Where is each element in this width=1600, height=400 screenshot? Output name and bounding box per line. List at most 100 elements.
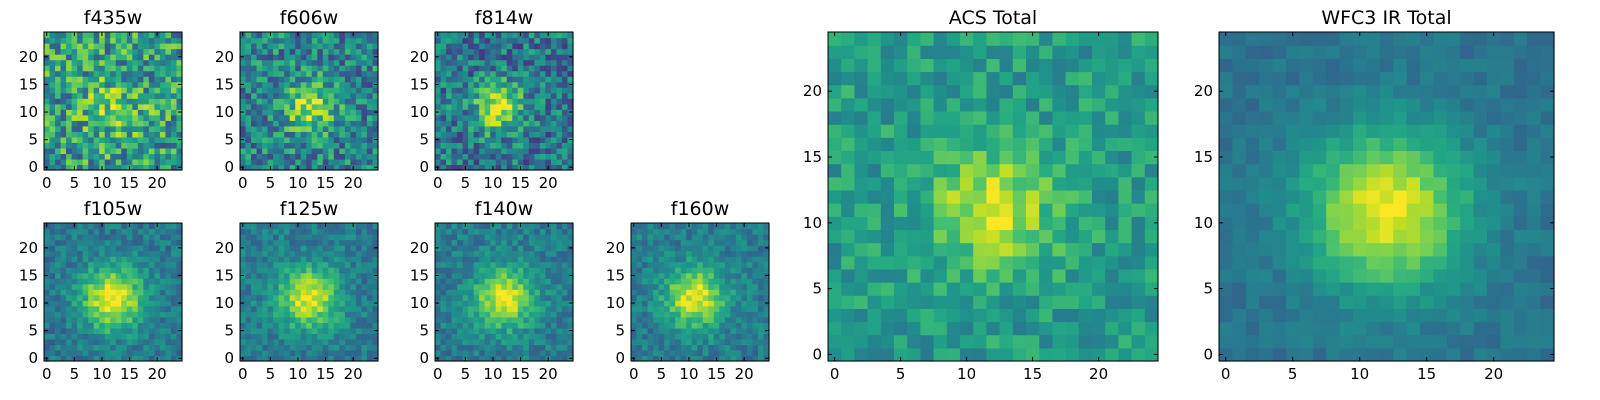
heatmap-cell xyxy=(550,125,558,132)
heatmap-cell xyxy=(446,294,453,301)
x-tick-label: 10 xyxy=(288,174,307,192)
heatmap-cell xyxy=(267,37,274,44)
heatmap-cell xyxy=(311,92,318,99)
heatmap-cell xyxy=(372,338,379,346)
heatmap-cell xyxy=(501,256,508,263)
heatmap-cell xyxy=(44,147,51,155)
heatmap-cell xyxy=(495,311,502,318)
heatmap-cell xyxy=(724,349,731,357)
heatmap-cell xyxy=(333,153,340,160)
heatmap-cell xyxy=(126,131,133,138)
heatmap-cell xyxy=(512,98,519,105)
heatmap-cell xyxy=(328,289,335,296)
heatmap-cell xyxy=(350,250,357,257)
heatmap-cell xyxy=(165,311,172,318)
heatmap-cell xyxy=(245,76,252,83)
heatmap-cell xyxy=(746,250,754,257)
heatmap-cell xyxy=(686,349,693,357)
heatmap-cell xyxy=(165,142,172,149)
heatmap-cell xyxy=(462,70,469,77)
heatmap-cell xyxy=(468,223,475,230)
heatmap-cell xyxy=(333,294,340,301)
heatmap-cell xyxy=(278,120,285,127)
heatmap-cell xyxy=(262,305,269,312)
heatmap-cell xyxy=(517,103,524,110)
heatmap-cell xyxy=(680,333,687,340)
heatmap-cell xyxy=(115,333,122,340)
heatmap-cell xyxy=(344,289,351,296)
heatmap-cell xyxy=(295,103,302,110)
heatmap-cell xyxy=(741,272,748,279)
heatmap-cell xyxy=(333,92,340,99)
heatmap-cell xyxy=(462,43,469,50)
heatmap-cell xyxy=(300,37,307,44)
heatmap-cell xyxy=(457,120,464,127)
heatmap-cell xyxy=(713,245,720,252)
heatmap-cell xyxy=(528,37,535,44)
heatmap-cell xyxy=(556,70,563,77)
heatmap-cell xyxy=(506,223,513,230)
heatmap-cell xyxy=(636,223,643,230)
heatmap-cell xyxy=(344,261,351,268)
heatmap-cell xyxy=(567,103,574,110)
heatmap-cell xyxy=(528,283,535,290)
heatmap-cell xyxy=(528,103,535,110)
heatmap-cell xyxy=(93,267,100,274)
heatmap-cell xyxy=(333,283,340,290)
heatmap-cell xyxy=(746,338,754,346)
heatmap-cell xyxy=(999,334,1014,349)
heatmap-cell xyxy=(115,43,122,50)
heatmap-cell xyxy=(350,322,357,329)
heatmap-cell xyxy=(126,120,133,127)
heatmap-cell xyxy=(273,153,280,160)
heatmap-cell xyxy=(165,272,172,279)
heatmap-cell xyxy=(60,164,67,171)
heatmap-cell xyxy=(126,333,133,340)
heatmap-cell xyxy=(121,294,128,301)
heatmap-cell xyxy=(366,250,374,257)
heatmap-cell xyxy=(501,316,508,323)
heatmap-cell xyxy=(44,344,51,351)
heatmap-cell xyxy=(148,92,155,99)
heatmap-cell xyxy=(328,311,335,318)
heatmap-cell xyxy=(1012,203,1027,217)
heatmap-cell xyxy=(735,294,742,301)
heatmap-cell xyxy=(344,92,351,99)
heatmap-cell xyxy=(567,223,574,230)
heatmap-cell xyxy=(435,316,442,323)
heatmap-cell xyxy=(267,272,274,279)
heatmap-cell xyxy=(713,338,720,346)
heatmap-cell xyxy=(567,338,574,346)
heatmap-cell xyxy=(66,48,73,55)
heatmap-cell xyxy=(757,327,765,334)
heatmap-cell xyxy=(713,228,720,235)
heatmap-cell xyxy=(724,234,731,241)
heatmap-cell xyxy=(468,278,475,285)
heatmap-cell xyxy=(735,234,742,241)
heatmap-cell xyxy=(697,278,704,285)
x-tick-label: 20 xyxy=(735,365,754,383)
heatmap-cell xyxy=(159,234,167,241)
heatmap-cell xyxy=(642,278,649,285)
heatmap-cell xyxy=(512,65,519,72)
heatmap-cell xyxy=(741,322,748,329)
x-tick-label: 20 xyxy=(344,174,363,192)
heatmap-cell xyxy=(462,48,469,55)
heatmap-cell xyxy=(1105,347,1119,362)
heatmap-cell xyxy=(1131,203,1146,217)
heatmap-cell xyxy=(93,228,100,235)
heatmap-cell xyxy=(631,283,638,290)
heatmap-cell xyxy=(545,147,552,155)
heatmap-cell xyxy=(735,245,742,252)
heatmap-cell xyxy=(495,76,502,83)
heatmap-cell xyxy=(1012,255,1027,270)
heatmap-cell xyxy=(333,76,340,83)
heatmap-cell xyxy=(251,316,258,323)
heatmap-cell xyxy=(300,278,307,285)
heatmap-cell xyxy=(501,114,508,121)
heatmap-cell xyxy=(148,355,155,362)
heatmap-cell xyxy=(1039,347,1053,362)
heatmap-cell xyxy=(278,43,285,50)
heatmap-cell xyxy=(512,142,519,149)
heatmap-cell xyxy=(1065,321,1080,336)
